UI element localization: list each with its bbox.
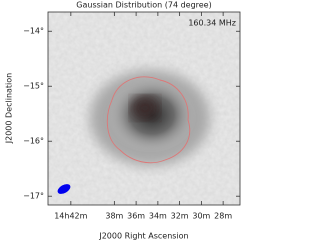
y-axis-label: J2000 Declination [5, 73, 14, 144]
y-tick-label: −17° [23, 192, 44, 201]
y-tick-label: −14° [23, 27, 44, 36]
y-tick-label: −15° [23, 82, 44, 91]
annotation: 160.34 MHz [188, 19, 236, 28]
x-tick-label: 28m [214, 212, 232, 221]
chart: Gaussian Distribution (74 degree) 160.34… [5, 1, 241, 241]
x-axis-label: J2000 Right Ascension [98, 232, 188, 241]
x-tick-label: 36m [127, 212, 145, 221]
x-tick-label: 38m [105, 212, 123, 221]
x-tick-label: 30m [192, 212, 210, 221]
chart-title: Gaussian Distribution (74 degree) [76, 1, 211, 10]
x-tick-label: 32m [171, 212, 189, 221]
x-tick-label: 34m [149, 212, 167, 221]
y-tick-label: −16° [23, 137, 44, 146]
sky-image [48, 12, 240, 205]
plot-frame [47, 11, 241, 206]
x-tick-label: 14h42m [54, 212, 87, 221]
